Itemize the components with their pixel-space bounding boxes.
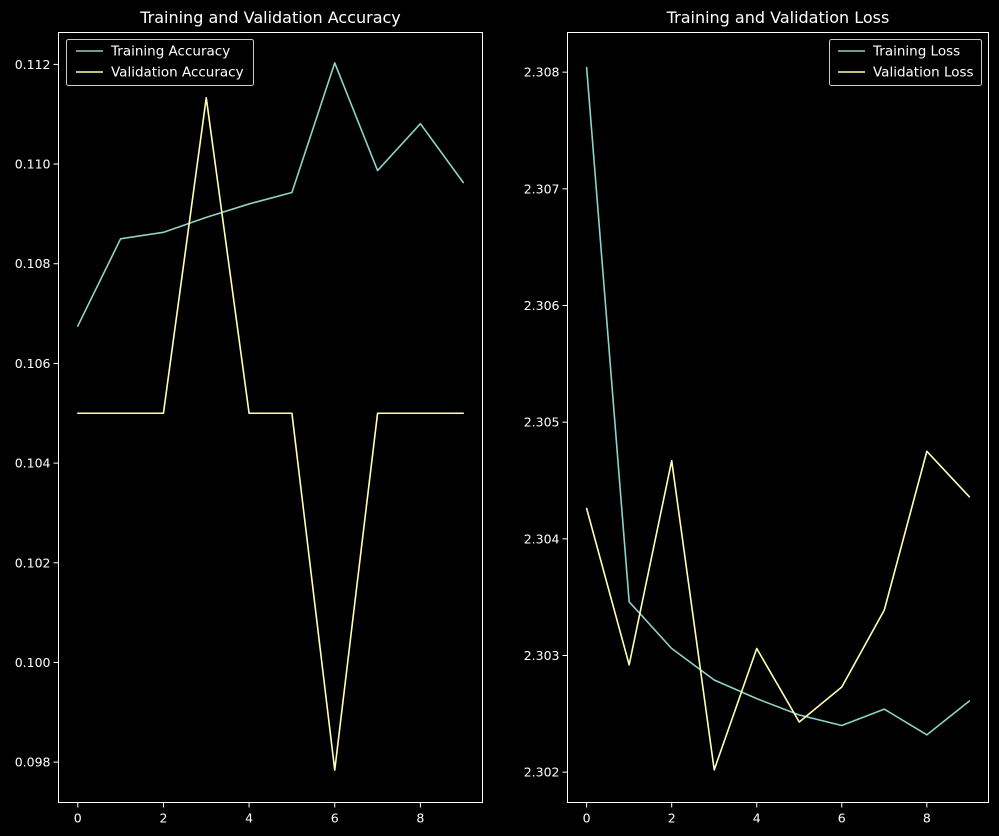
data-point-training-loss xyxy=(798,714,800,716)
data-point-validation-accuracy xyxy=(119,412,121,414)
loss-y-tick-label: 2.302 xyxy=(524,765,560,780)
accuracy-x-tick-label: 8 xyxy=(416,811,424,826)
legend-label-validation-accuracy: Validation Accuracy xyxy=(111,65,244,81)
accuracy-chart: Training and Validation Accuracy 0 2 4 6 8 0.… xyxy=(15,8,483,826)
data-point-training-accuracy xyxy=(119,238,121,240)
data-point-validation-accuracy xyxy=(248,412,250,414)
data-point-validation-accuracy xyxy=(291,412,293,414)
legend-label-training-accuracy: Training Accuracy xyxy=(110,44,230,60)
data-point-training-accuracy xyxy=(77,325,79,327)
loss-y-tick-label: 2.303 xyxy=(524,648,560,663)
data-point-validation-accuracy xyxy=(334,769,336,771)
loss-chart: Training and Validation Loss 0 2 4 6 8 2.302 2… xyxy=(524,8,989,826)
accuracy-x-tick-label: 2 xyxy=(159,811,167,826)
data-point-training-accuracy xyxy=(334,62,336,64)
data-point-validation-accuracy xyxy=(419,412,421,414)
data-point-training-accuracy xyxy=(462,181,464,183)
loss-x-tick-label: 8 xyxy=(923,811,931,826)
accuracy-y-tick-label: 0.104 xyxy=(15,456,51,471)
data-point-validation-accuracy xyxy=(376,412,378,414)
data-point-validation-accuracy xyxy=(205,97,207,99)
data-point-training-loss xyxy=(756,697,758,699)
loss-x-tick-label: 0 xyxy=(583,811,591,826)
data-point-validation-loss xyxy=(926,450,928,452)
loss-chart-axes-frame xyxy=(567,32,989,803)
data-point-validation-loss xyxy=(713,769,715,771)
accuracy-chart-axes-frame xyxy=(58,32,483,803)
series-line-validation-loss xyxy=(585,450,971,771)
accuracy-y-tick-label: 0.108 xyxy=(15,256,51,271)
accuracy-chart-legend: Training Accuracy Validation Accuracy xyxy=(66,39,254,86)
data-point-training-loss xyxy=(628,601,630,603)
series-line-training-loss xyxy=(585,66,971,736)
data-point-validation-accuracy xyxy=(77,412,79,414)
data-point-training-accuracy xyxy=(248,203,250,205)
loss-y-tick-label: 2.308 xyxy=(524,65,560,80)
data-point-training-accuracy xyxy=(376,169,378,171)
accuracy-x-tick-label: 4 xyxy=(245,811,253,826)
data-point-training-accuracy xyxy=(162,231,164,233)
loss-chart-title: Training and Validation Loss xyxy=(666,8,890,27)
loss-legend-frame xyxy=(829,39,982,86)
accuracy-x-tick-label: 0 xyxy=(74,811,82,826)
data-point-training-loss xyxy=(670,647,672,649)
loss-x-tick-label: 6 xyxy=(838,811,846,826)
accuracy-chart-marks: 0 2 4 6 8 0.098 0.100 0.102 0.104 0.106 0.108 0.110… xyxy=(15,57,465,826)
data-point-training-accuracy xyxy=(205,216,207,218)
data-point-validation-loss xyxy=(968,496,970,498)
data-point-validation-accuracy xyxy=(462,412,464,414)
accuracy-y-tick-label: 0.112 xyxy=(15,57,51,72)
data-point-training-loss xyxy=(968,700,970,702)
accuracy-y-tick-label: 0.110 xyxy=(15,157,51,172)
data-point-training-accuracy xyxy=(419,123,421,125)
data-point-training-accuracy xyxy=(291,191,293,193)
data-point-training-loss xyxy=(585,66,587,68)
loss-x-tick-label: 4 xyxy=(753,811,761,826)
series-line-validation-accuracy xyxy=(76,96,465,771)
loss-chart-marks: 0 2 4 6 8 2.302 2.303 2.304 2.305 2.306 2.307 2.308 xyxy=(524,65,971,826)
legend-label-training-loss: Training Loss xyxy=(872,44,960,60)
data-point-validation-loss xyxy=(841,686,843,688)
accuracy-y-tick-label: 0.106 xyxy=(15,356,51,371)
accuracy-y-tick-label: 0.102 xyxy=(15,555,51,570)
data-point-training-loss xyxy=(926,734,928,736)
data-point-validation-loss xyxy=(670,459,672,461)
data-point-training-loss xyxy=(883,708,885,710)
accuracy-y-tick-label: 0.100 xyxy=(15,655,51,670)
legend-label-validation-loss: Validation Loss xyxy=(873,65,974,81)
data-point-validation-loss xyxy=(883,609,885,611)
accuracy-legend-frame xyxy=(66,39,254,86)
series-line-training-accuracy xyxy=(76,62,465,327)
loss-chart-legend: Training Loss Validation Loss xyxy=(829,39,982,86)
accuracy-chart-title: Training and Validation Accuracy xyxy=(139,8,401,27)
data-point-validation-accuracy xyxy=(162,412,164,414)
loss-y-tick-label: 2.307 xyxy=(524,181,560,196)
data-point-training-loss xyxy=(841,724,843,726)
data-point-training-loss xyxy=(713,679,715,681)
data-point-validation-loss xyxy=(585,507,587,509)
loss-x-tick-label: 2 xyxy=(668,811,676,826)
data-point-validation-loss xyxy=(756,647,758,649)
data-point-validation-loss xyxy=(798,721,800,723)
loss-y-tick-label: 2.305 xyxy=(524,415,560,430)
accuracy-y-tick-label: 0.098 xyxy=(15,755,51,770)
data-point-validation-loss xyxy=(628,664,630,666)
accuracy-x-tick-label: 6 xyxy=(331,811,339,826)
loss-y-tick-label: 2.306 xyxy=(524,298,560,313)
loss-y-tick-label: 2.304 xyxy=(524,531,560,546)
